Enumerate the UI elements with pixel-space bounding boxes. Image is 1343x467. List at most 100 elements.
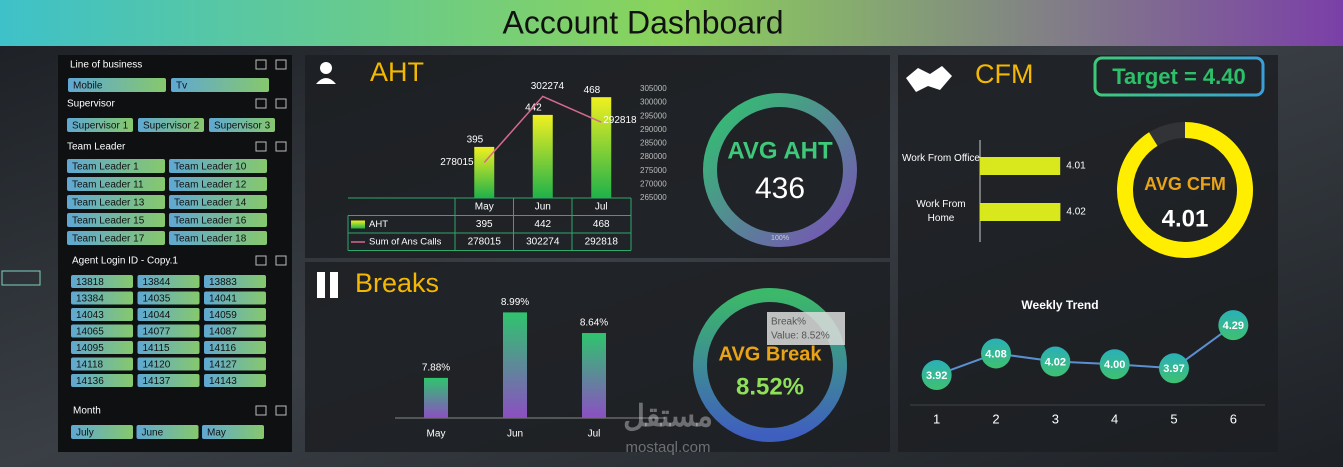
x-tick-label: Jul xyxy=(588,429,601,440)
slicer-item-label: 14044 xyxy=(143,310,171,321)
slicer-item-label: Team Leader 12 xyxy=(174,180,247,191)
gauge-title: AVG Break xyxy=(718,343,822,365)
point-label: 4.08 xyxy=(985,348,1006,360)
slicer-item-label: Tv xyxy=(176,81,187,92)
slicer-item[interactable] xyxy=(169,195,267,209)
point xyxy=(1040,346,1071,377)
slicer-item-label: 14137 xyxy=(143,376,171,387)
bar-label: 7.88% xyxy=(422,363,450,374)
point xyxy=(981,338,1011,369)
slicer-item[interactable] xyxy=(204,374,266,387)
slicer-title: Supervisor xyxy=(67,99,115,110)
point-label: 4.02 xyxy=(1045,356,1066,368)
slicer-item[interactable] xyxy=(136,425,199,439)
slicer-clear xyxy=(275,405,287,416)
gauge-ring xyxy=(693,288,847,442)
slicer-icon xyxy=(255,141,267,152)
point-label: 3.92 xyxy=(926,370,947,382)
slicer-item[interactable] xyxy=(169,177,267,191)
point-label: 3.97 xyxy=(1163,363,1184,375)
slicer-item[interactable] xyxy=(209,118,275,132)
slicer-item[interactable] xyxy=(204,357,266,371)
header-bar xyxy=(0,0,1343,46)
x-tick-label: Jun xyxy=(507,429,523,440)
slicer-item[interactable] xyxy=(71,324,133,338)
slicer-item[interactable] xyxy=(71,374,133,387)
line-label: 278015 xyxy=(440,157,474,168)
slicer-item[interactable] xyxy=(137,324,200,338)
slicer-item-label: Team Leader 18 xyxy=(174,234,247,245)
y2-tick-label: 280000 xyxy=(640,152,667,161)
chart-title: Weekly Trend xyxy=(1021,298,1098,312)
slicer-item[interactable] xyxy=(71,425,133,439)
slicer-clear xyxy=(275,141,287,152)
slicer-item[interactable] xyxy=(169,159,267,173)
x-tick-label: 1 xyxy=(933,411,940,426)
slicer-item-label: May xyxy=(207,428,226,439)
slicer-item[interactable] xyxy=(71,275,133,288)
target-label: Target = 4.40 xyxy=(1112,64,1246,89)
bar-label: 4.01 xyxy=(1066,161,1086,172)
slicer-item[interactable] xyxy=(204,324,266,338)
y2-tick-label: 295000 xyxy=(640,111,667,120)
bar xyxy=(424,377,448,418)
slicer-item[interactable] xyxy=(171,78,269,92)
slicer-item-label: 14136 xyxy=(76,376,104,387)
slicer-item[interactable] xyxy=(67,195,165,209)
slicer-item-label: 14059 xyxy=(209,310,237,321)
slicer-title: Team Leader xyxy=(67,142,126,153)
slicer-item-label: Team Leader 13 xyxy=(72,198,145,209)
slicer-item[interactable] xyxy=(137,275,200,288)
slicer-clear xyxy=(275,98,287,109)
slicer-item[interactable] xyxy=(67,159,165,173)
table-cell: 468 xyxy=(593,219,610,230)
slicer-item[interactable] xyxy=(204,291,266,305)
slicer-item[interactable] xyxy=(137,374,200,387)
slicer-item[interactable] xyxy=(67,231,165,245)
slicer-icon xyxy=(255,255,267,266)
y-tick-label: Work From Home xyxy=(916,199,966,224)
slicer-item[interactable] xyxy=(67,213,165,227)
bar-label: 8.64% xyxy=(580,318,608,329)
tooltip-title: Break% xyxy=(771,317,806,328)
slicer-item[interactable] xyxy=(202,425,264,439)
table-cell: 395 xyxy=(476,219,493,230)
slicer-item-label: 14043 xyxy=(76,310,104,321)
slicer-item[interactable] xyxy=(67,177,165,191)
slicer-item-label: 14035 xyxy=(143,294,171,305)
slicer-panel xyxy=(58,55,292,452)
slicer-item[interactable] xyxy=(204,275,266,288)
slicer-item[interactable] xyxy=(71,357,133,371)
slicer-item[interactable] xyxy=(204,341,266,354)
slicer-item[interactable] xyxy=(137,357,200,371)
x-tick-label: 5 xyxy=(1170,411,1177,426)
slicer-item[interactable] xyxy=(204,308,266,321)
slicer-item-label: Supervisor 2 xyxy=(143,121,200,132)
point xyxy=(921,360,952,391)
slicer-item[interactable] xyxy=(71,291,133,305)
bar xyxy=(582,333,606,418)
slicer-item[interactable] xyxy=(71,341,133,354)
slicer-item[interactable] xyxy=(67,118,133,132)
slicer-item[interactable] xyxy=(137,291,200,305)
slicer-item[interactable] xyxy=(71,308,133,321)
slicer-item[interactable] xyxy=(137,341,200,354)
slicer-item-label: 14041 xyxy=(209,294,237,305)
table-cell: 442 xyxy=(534,219,551,230)
slicer-item[interactable] xyxy=(169,231,267,245)
slicer-item-label: Team Leader 17 xyxy=(72,234,145,245)
slicer-icon xyxy=(255,59,267,70)
slicer-item-label: Team Leader 15 xyxy=(72,216,145,227)
bar xyxy=(474,146,495,198)
slicer-clear xyxy=(275,255,287,266)
slicer-item[interactable] xyxy=(68,78,166,92)
slicer-item[interactable] xyxy=(137,308,200,321)
slicer-item[interactable] xyxy=(138,118,204,132)
point-label: 4.00 xyxy=(1104,359,1125,371)
table-cell: 292818 xyxy=(585,237,619,248)
slicer-icon xyxy=(255,405,267,416)
slicer-item-label: 14087 xyxy=(209,327,237,338)
slicer-item[interactable] xyxy=(169,213,267,227)
aht-icon-body xyxy=(316,78,336,84)
